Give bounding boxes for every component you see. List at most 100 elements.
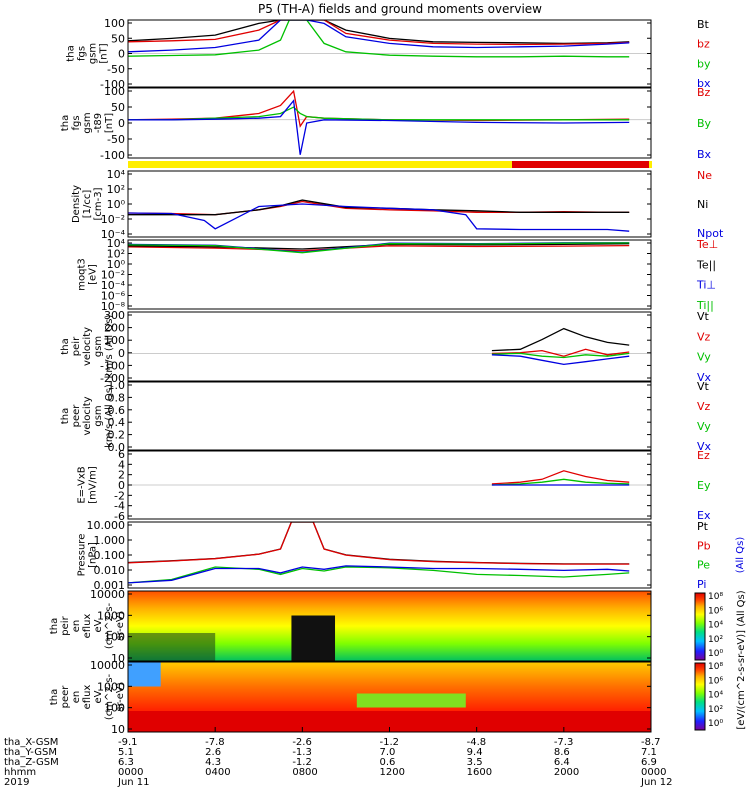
- series-Vx: [491, 354, 630, 366]
- y-tick-label: 0.001: [94, 579, 126, 592]
- series-Pe: [128, 566, 630, 584]
- bottom-axis-value: -1.2: [380, 737, 400, 748]
- y-tick-label: 1000: [97, 609, 125, 622]
- series-Vz: [491, 348, 630, 357]
- panel-pressure-plot: [128, 522, 630, 584]
- legend-bz: bz: [697, 38, 710, 51]
- colorbar-label: [eV/(cm^2-s-sr-eV)] (All Qs): [736, 590, 747, 729]
- y-tick-label: 10⁰: [107, 198, 126, 211]
- legend-Npot: Npot: [697, 227, 724, 240]
- legend-Vx: Vx: [697, 371, 712, 384]
- peir-spectrogram-noise: [128, 633, 216, 661]
- y-tick-label: 10.000: [87, 519, 126, 532]
- y-axis-label: gsm: [93, 336, 104, 357]
- panel-frame: [127, 590, 652, 662]
- legend-Vy: Vy: [697, 420, 711, 433]
- legend-Vx: Vx: [697, 440, 712, 453]
- y-tick-label: 1000: [97, 680, 125, 693]
- y-axis-label: tha: [60, 408, 71, 424]
- y-tick-label: 10⁻⁴: [101, 228, 126, 241]
- panel-peer_spec: 10000 1000 100 10 tha peer en eflux eV (cm^2-s-sr…: [49, 659, 652, 736]
- peir-spectrogram: [128, 591, 651, 661]
- series-bz: [128, 20, 630, 46]
- y-axis-label: [eV]: [88, 264, 99, 285]
- y-axis-label: tha: [49, 689, 60, 705]
- y-tick-label: 10⁻⁴: [101, 279, 126, 292]
- bottom-axis-value: -1.3: [292, 747, 312, 758]
- y-axis-label: gsm: [82, 112, 93, 133]
- bottom-axis-value: 0.6: [380, 757, 396, 768]
- bottom-axis-value: -7.3: [554, 737, 574, 748]
- y-axis-label: Density: [71, 185, 82, 223]
- panel-peir_spec-plot: [128, 591, 651, 661]
- colorbar-tick: 10⁴: [708, 691, 723, 701]
- legend-Te⊥: Te⊥: [696, 238, 718, 251]
- y-tick-label: 10000: [90, 659, 125, 672]
- y-axis-label: velocity: [82, 396, 93, 435]
- y-tick-label: 50: [111, 32, 125, 45]
- series-Te⊥: [128, 244, 630, 252]
- y-axis-label: sr-eV): [115, 682, 126, 711]
- bottom-row-label: 2019: [4, 777, 29, 788]
- bottom-axis-value: 0000: [118, 767, 143, 778]
- y-tick-label: 0: [118, 479, 125, 492]
- panel-fgs-plot: [128, 20, 651, 58]
- y-tick-label: 0.010: [94, 564, 126, 577]
- y-axis-label: peer: [71, 404, 82, 428]
- y-tick-label: 6: [118, 448, 125, 461]
- colorbar-tick: 10⁰: [708, 649, 723, 659]
- y-tick-label: 10⁰: [107, 258, 126, 271]
- y-axis-label: [nPa]: [88, 542, 99, 568]
- bottom-row-label: tha_X-GSM: [4, 737, 58, 748]
- colorbar-tick: 10⁸: [708, 662, 723, 672]
- bottom-axis-value: 5.1: [118, 747, 134, 758]
- mode-bar-yellow: [128, 161, 512, 168]
- y-axis-label: [1/cc]: [82, 190, 93, 219]
- bottom-row-label: tha_Z-GSM: [4, 757, 59, 768]
- y-axis-label: Pressure: [77, 534, 88, 577]
- y-axis-label: km/s (All Qs): [104, 384, 115, 448]
- bottom-axis-value: 0400: [205, 767, 230, 778]
- y-tick-label: -100: [100, 149, 125, 162]
- bottom-axis-value: 1200: [380, 767, 405, 778]
- y-axis-label: gsm: [88, 43, 99, 64]
- y-axis-label: [nT]: [99, 43, 110, 63]
- y-tick-label: 0.100: [94, 549, 126, 562]
- legend-Vy: Vy: [697, 351, 711, 364]
- y-tick-label: 10⁻⁸: [101, 300, 126, 313]
- y-tick-label: 0.8: [108, 391, 126, 404]
- series-Bx: [128, 99, 630, 155]
- y-tick-label: 100: [104, 702, 125, 715]
- y-tick-label: 100: [104, 334, 125, 347]
- panel-peir_spec: 10000 1000 100 10 tha peir en eflux eV (cm^2-s-sr…: [49, 588, 652, 665]
- colorbar-gradient-top: [694, 592, 706, 661]
- y-tick-label: 0.2: [108, 429, 126, 442]
- y-tick-label: 10: [111, 652, 125, 665]
- y-tick-label: 0.4: [108, 416, 126, 429]
- legend-bx: bx: [697, 77, 711, 90]
- series-Pi: [128, 565, 630, 584]
- bottom-axis-value: 2.6: [205, 747, 221, 758]
- bottom-axis-value: 0800: [292, 767, 317, 778]
- y-axis-label: eflux: [82, 685, 93, 710]
- y-tick-label: -100: [100, 78, 125, 91]
- bottom-axis-value: 6.4: [554, 757, 570, 768]
- series-Npot: [128, 203, 630, 232]
- y-tick-label: -50: [107, 133, 125, 146]
- panel-density: 10⁴ 10² 10⁰ 10⁻² 10⁻⁴ Density [1/cc] [cm-3] Ne Ni…: [71, 168, 724, 241]
- y-axis-label: fgs: [77, 46, 88, 61]
- bottom-axis-value: 7.1: [641, 747, 657, 758]
- bottom-axis-value: -7.8: [205, 737, 225, 748]
- y-axis-label: tha: [66, 45, 77, 61]
- bottom-axis-value: 1600: [467, 767, 492, 778]
- peer-spectrogram-low-band: [128, 711, 651, 732]
- figure-title: P5 (TH-A) fields and ground moments over…: [258, 2, 542, 16]
- colorbar-ticks: 10⁸ 10⁶ 10⁴ 10² 10⁰ 10⁸ 10⁶ 10⁴ 10² 10⁰: [708, 592, 723, 729]
- legend-by: by: [697, 57, 711, 70]
- legend-Ey: Ey: [697, 479, 711, 492]
- series-Ez: [491, 470, 630, 485]
- y-tick-label: 200: [104, 322, 125, 335]
- panel-density-plot: [128, 199, 630, 232]
